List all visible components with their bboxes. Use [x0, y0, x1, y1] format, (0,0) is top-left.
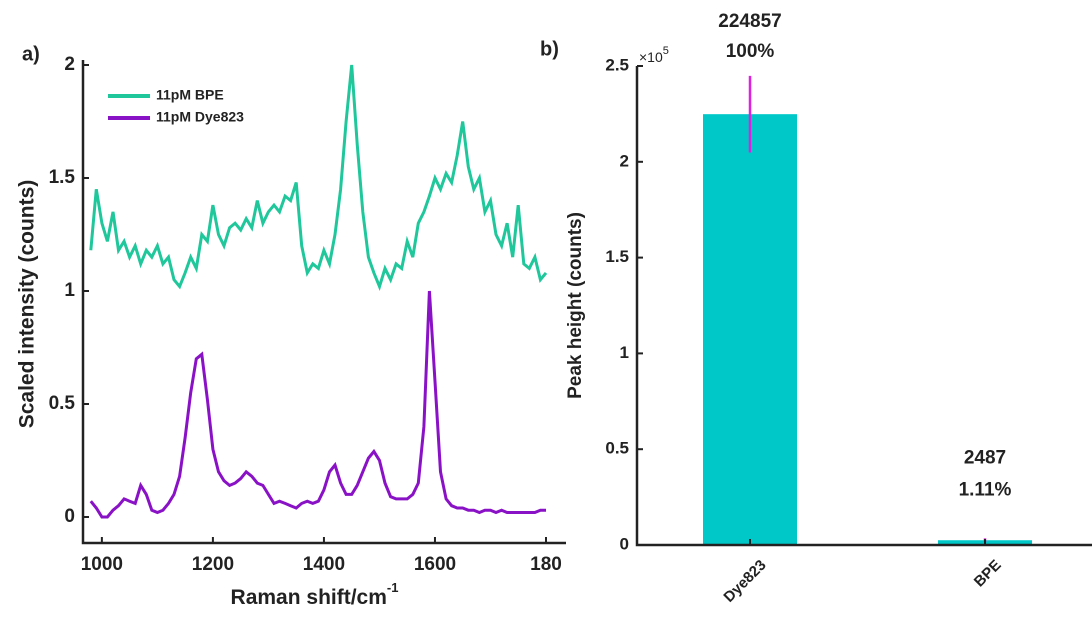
legend-label: 11pM Dye823 [156, 109, 244, 125]
spectrum-line [89, 290, 546, 519]
y-tick-label: 1 [620, 343, 629, 362]
y-tick-label: 1 [64, 280, 75, 301]
y-tick-label: 0.5 [605, 439, 629, 458]
x-axis-label-text: Raman shift/cm [231, 586, 387, 609]
x-tick-label: 1400 [303, 554, 345, 575]
axis-lines [81, 60, 566, 545]
y-tick-label: 0.5 [49, 393, 76, 414]
y-tick-label: 1.5 [49, 167, 76, 188]
y-tick-label: 0 [620, 534, 629, 553]
x-tick-label: 1000 [81, 554, 123, 575]
x-axis-label-sup: -1 [387, 580, 399, 595]
x-tick-label: Dye823 [720, 557, 769, 606]
percent-label: 1.11% [959, 479, 1012, 500]
bar [703, 114, 797, 546]
panel-label: b) [540, 38, 559, 60]
x-axis-label: Raman shift/cm-1 [231, 580, 399, 608]
y-tick-label: 1.5 [605, 247, 629, 266]
panel-label: a) [22, 43, 40, 65]
y-axis-label: Peak height (counts) [565, 212, 586, 399]
x-tick-label: BPE [971, 557, 1005, 591]
y-tick-label: 2 [64, 54, 75, 75]
y-multiplier: ×105 [639, 45, 669, 65]
y-tick-label: 2.5 [605, 55, 629, 74]
spectrum-line [89, 64, 548, 291]
x-tick-label: 1200 [192, 554, 234, 575]
y-multiplier-exp: 5 [663, 45, 669, 57]
x-tick-label: 1600 [414, 554, 456, 575]
y-axis-label: Scaled intensity (counts) [16, 180, 39, 429]
x-tick-label: 180 [530, 554, 562, 575]
percent-label: 100% [726, 41, 775, 62]
y-tick-label: 2 [620, 151, 629, 170]
y-tick-label: 0 [64, 506, 75, 527]
value-label: 224857 [718, 11, 781, 32]
legend-label: 11pM BPE [156, 87, 224, 103]
value-label: 2487 [964, 447, 1006, 468]
y-multiplier-base: ×10 [639, 49, 663, 65]
